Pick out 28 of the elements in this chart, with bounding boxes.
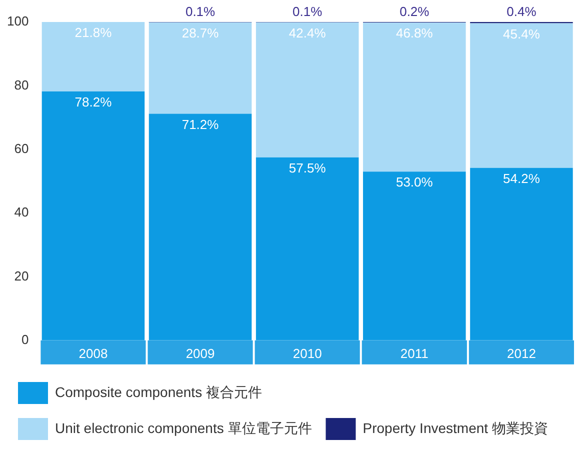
legend-label: Unit electronic components 單位電子元件 (55, 420, 312, 436)
data-label: 0.1% (292, 4, 323, 20)
x-tick-label: 2009 (186, 346, 215, 361)
data-label: 45.4% (503, 26, 540, 42)
y-tick-label: 80 (14, 77, 29, 92)
y-tick-label: 20 (14, 268, 29, 284)
x-tick-label: 2010 (292, 346, 322, 361)
y-tick-label: 100 (6, 14, 29, 29)
data-label: 0.4% (506, 4, 537, 20)
data-label: 42.4% (288, 25, 326, 40)
data-label: 78.2% (74, 94, 112, 110)
x-tick-label: 2012 (507, 346, 536, 361)
legend-label: Composite components 複合元件 (55, 384, 262, 400)
x-tick-label: 2011 (400, 346, 428, 361)
x-tick-label: 2008 (78, 346, 108, 361)
data-label: 28.7% (182, 25, 220, 40)
data-label: 21.8% (74, 25, 112, 40)
y-tick-label: 60 (14, 140, 29, 156)
data-label: 0.1% (185, 4, 216, 20)
legend-label: Property Investment 物業投資 (362, 420, 548, 436)
data-label: 46.8% (396, 26, 434, 41)
data-label: 54.2% (503, 170, 540, 186)
data-label: 0.2% (400, 4, 430, 20)
data-label: 71.2% (182, 116, 220, 132)
data-label: 57.5% (288, 160, 326, 176)
y-tick-label: 0 (21, 332, 29, 347)
y-tick-label: 40 (14, 204, 29, 220)
data-label: 53.0% (396, 174, 434, 190)
